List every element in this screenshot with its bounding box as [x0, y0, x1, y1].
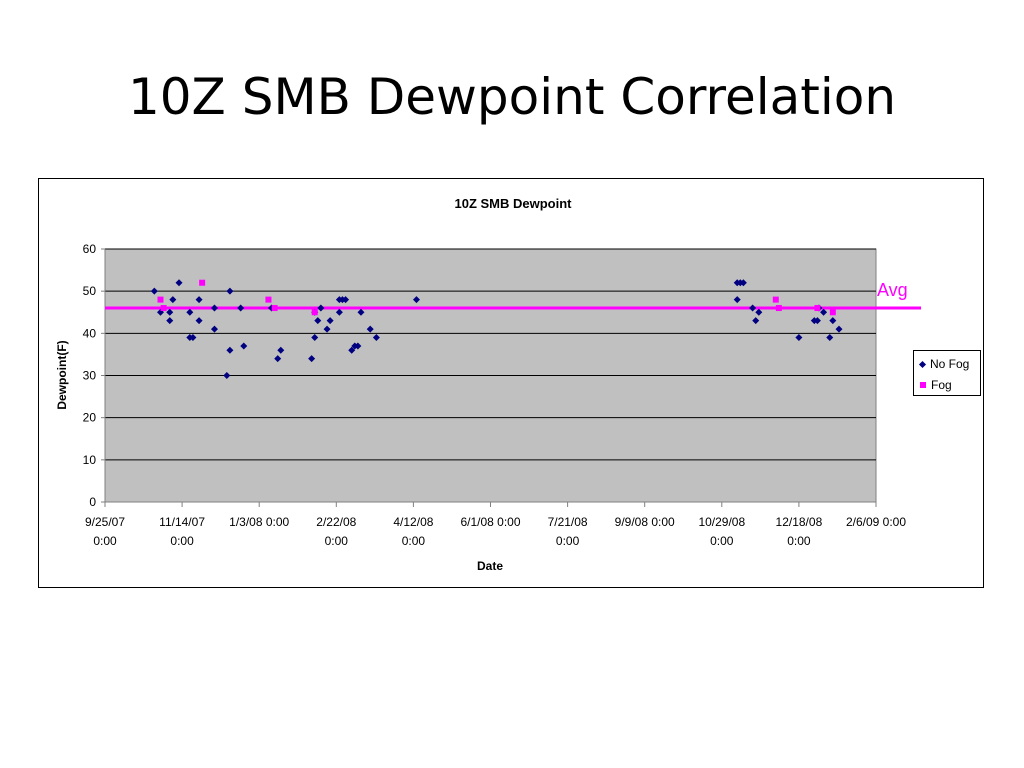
- no-fog-point: [795, 334, 803, 342]
- no-fog-point: [412, 296, 420, 304]
- x-tick-label: 0:00: [710, 534, 734, 548]
- x-tick-label: 2/22/08: [316, 515, 356, 529]
- x-tick-label: 10/29/08: [698, 515, 745, 529]
- x-tick-label: 0:00: [402, 534, 426, 548]
- no-fog-point: [277, 346, 285, 354]
- no-fog-point: [752, 317, 760, 325]
- square-icon: [920, 382, 926, 388]
- y-tick-label: 50: [83, 284, 97, 298]
- no-fog-point: [175, 279, 183, 287]
- legend-label-no-fog: No Fog: [930, 357, 970, 371]
- fog-point: [265, 296, 272, 303]
- x-tick-label: 0:00: [170, 534, 194, 548]
- y-tick-label: 40: [83, 326, 97, 340]
- no-fog-point: [166, 308, 174, 316]
- fog-point: [157, 296, 164, 303]
- no-fog-point: [826, 334, 834, 342]
- no-fog-point: [372, 334, 380, 342]
- fog-point: [271, 305, 278, 312]
- no-fog-point: [169, 296, 177, 304]
- chart-title: 10Z SMB Dewpoint: [454, 196, 572, 211]
- x-axis: 9/25/07 0:00 11/14/07 0:00 1/3/08 0:00 2/22/0…: [85, 501, 906, 548]
- y-axis-label: Dewpoint(F): [55, 340, 69, 409]
- x-tick-label: 11/14/07: [159, 515, 205, 529]
- no-fog-point: [210, 304, 218, 312]
- slide-title: 10Z SMB Dewpoint Correlation: [127, 68, 897, 126]
- no-fog-point: [733, 296, 741, 304]
- diamond-icon: [918, 360, 927, 368]
- x-tick-label: 0:00: [93, 534, 117, 548]
- no-fog-point: [829, 317, 837, 325]
- fog-point: [829, 309, 836, 316]
- no-fog-point: [314, 317, 322, 325]
- fog-point: [775, 305, 782, 312]
- no-fog-point: [357, 308, 365, 316]
- y-tick-label: 60: [83, 242, 97, 256]
- no-fog-point: [186, 308, 194, 316]
- no-fog-point: [226, 346, 234, 354]
- x-axis-label: Date: [477, 559, 503, 573]
- legend: No Fog Fog: [913, 350, 981, 396]
- fog-point: [814, 305, 821, 312]
- chart-frame: 10Z SMB Dewpoint 0 10 20 30 40 50 60 9/25/07 0:…: [38, 178, 984, 588]
- no-fog-point: [274, 355, 282, 363]
- x-tick-label: 7/21/08: [548, 515, 588, 529]
- no-fog-point: [739, 279, 747, 287]
- gridlines: [105, 248, 876, 461]
- series-fog: [157, 279, 836, 316]
- y-tick-label: 10: [83, 453, 97, 467]
- legend-label-fog: Fog: [931, 378, 952, 392]
- x-tick-label: 9/25/07: [85, 515, 125, 529]
- no-fog-point: [311, 334, 319, 342]
- no-fog-point: [366, 325, 374, 333]
- no-fog-point: [342, 296, 350, 304]
- fog-point: [199, 279, 206, 286]
- fog-point: [160, 305, 167, 312]
- no-fog-point: [820, 308, 828, 316]
- x-tick-label: 9/9/08 0:00: [615, 515, 675, 529]
- no-fog-point: [150, 287, 158, 295]
- no-fog-point: [749, 304, 757, 312]
- no-fog-point: [210, 325, 218, 333]
- chart-svg: 10Z SMB Dewpoint 0 10 20 30 40 50 60 9/25/07 0:…: [55, 196, 921, 573]
- no-fog-point: [317, 304, 325, 312]
- no-fog-point: [323, 325, 331, 333]
- y-axis: 0 10 20 30 40 50 60: [83, 242, 106, 509]
- fog-point: [311, 309, 318, 316]
- x-tick-label: 6/1/08 0:00: [460, 515, 520, 529]
- no-fog-point: [835, 325, 843, 333]
- no-fog-point: [195, 317, 203, 325]
- fog-point: [772, 296, 779, 303]
- no-fog-point: [308, 355, 316, 363]
- no-fog-point: [195, 296, 203, 304]
- x-tick-label: 4/12/08: [393, 515, 433, 529]
- no-fog-point: [335, 308, 343, 316]
- no-fog-point: [240, 342, 248, 350]
- no-fog-point: [354, 342, 362, 350]
- no-fog-point: [348, 346, 356, 354]
- no-fog-point: [755, 308, 763, 316]
- no-fog-point: [226, 287, 234, 295]
- no-fog-point: [237, 304, 245, 312]
- y-tick-label: 30: [83, 369, 97, 383]
- x-tick-label: 1/3/08 0:00: [229, 515, 289, 529]
- x-tick-label: 2/6/09 0:00: [846, 515, 906, 529]
- legend-item-no-fog: No Fog: [918, 356, 970, 372]
- y-tick-label: 0: [89, 495, 96, 509]
- avg-label: Avg: [877, 280, 908, 300]
- x-tick-label: 0:00: [556, 534, 580, 548]
- no-fog-point: [813, 317, 821, 325]
- x-tick-label: 0:00: [325, 534, 349, 548]
- x-tick-label: 0:00: [787, 534, 811, 548]
- no-fog-point: [166, 317, 174, 325]
- legend-item-fog: Fog: [920, 377, 952, 393]
- y-tick-label: 20: [83, 411, 97, 425]
- x-tick-label: 12/18/08: [776, 515, 823, 529]
- no-fog-point: [326, 317, 334, 325]
- no-fog-point: [223, 372, 231, 379]
- no-fog-point: [189, 334, 197, 342]
